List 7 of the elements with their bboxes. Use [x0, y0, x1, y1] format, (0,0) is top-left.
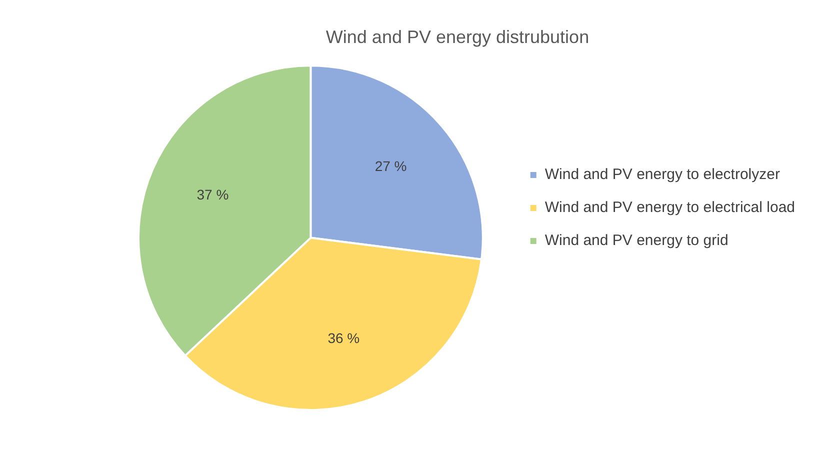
chart-title: Wind and PV energy distrubution [326, 26, 590, 47]
legend-label: Wind and PV energy to electrolyzer [544, 166, 780, 184]
data-label: 27 % [374, 158, 407, 174]
data-label: 37 % [196, 186, 229, 202]
legend-label: Wind and PV energy to electrical load [544, 199, 796, 216]
legend-label: Wind and PV energy to grid [544, 232, 728, 250]
data-label: 36 % [328, 330, 360, 346]
